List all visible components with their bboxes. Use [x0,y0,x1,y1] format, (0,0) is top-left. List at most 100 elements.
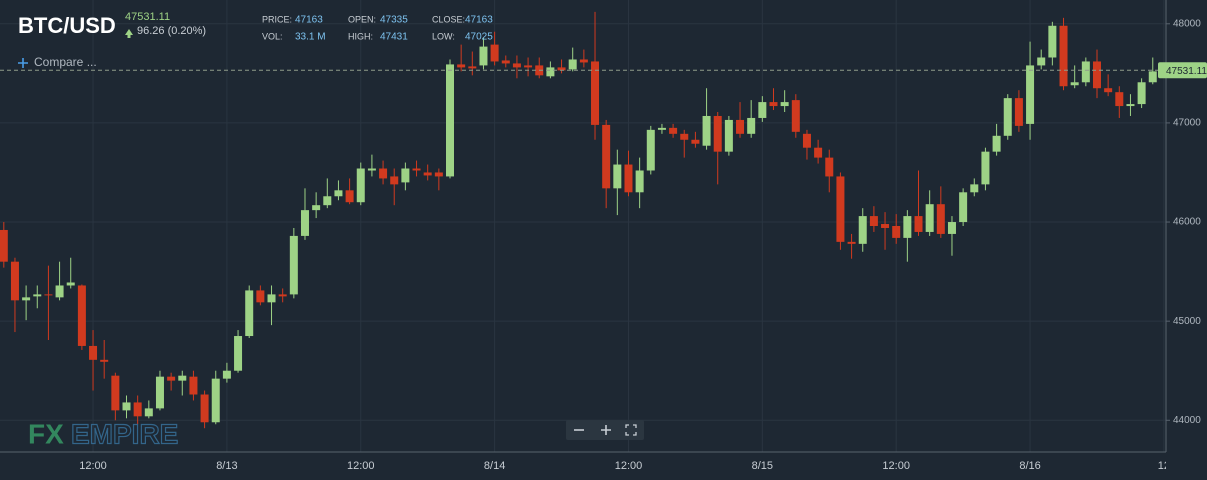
candle-body [1048,25,1057,58]
candle-body [669,127,678,134]
candle-body [1037,57,1046,66]
candle-body [379,168,388,179]
watermark-fx: FX [28,418,64,449]
candle-body [1115,92,1124,107]
candle-body [624,164,633,193]
stat-label: LOW: [432,31,455,41]
x-tick-label: 12 [1158,460,1170,472]
candle-body [680,133,689,140]
candle-body [111,375,120,411]
candle-body [434,172,443,177]
candle-body [869,216,878,226]
candle-body [0,229,8,262]
symbol: BTC/USD [18,13,116,38]
compare-label[interactable]: Compare ... [34,55,97,69]
candle-body [947,222,956,234]
candle-body [66,282,75,286]
candle-body [446,64,454,177]
candle-body [89,345,98,360]
stat-value: 33.1 M [295,32,326,43]
x-tick-label: 12:00 [79,460,107,472]
candle-body [959,192,968,223]
candle-body [591,61,600,125]
candle-body [635,170,644,193]
candle-body [646,129,655,171]
candle-body [479,46,488,66]
stat-label: VOL: [262,31,283,41]
candle-body [1059,25,1068,87]
candles [0,11,1157,429]
candle-body [981,151,990,185]
x-tick-label: 8/15 [752,460,773,472]
last-price: 47531.11 [0,62,1207,79]
x-tick-label: 8/14 [484,460,505,472]
candle-body [367,168,376,171]
stat-value: 47431 [380,32,408,43]
candle-body [814,147,823,158]
candle-body [312,205,321,211]
stat-value: 47335 [380,15,408,26]
x-tick-label: 12:00 [882,460,910,472]
last-price-label: 47531.11 [1166,66,1207,77]
candle-body [345,190,354,203]
candle-body [936,204,945,234]
candle-body [1104,88,1113,93]
candle-body [546,67,555,77]
x-tick-label: 12:00 [347,460,375,472]
candle-body [791,100,800,132]
candle-body [423,172,432,176]
candle-body [925,204,934,232]
zoom-in[interactable] [601,425,611,435]
candle-body [992,135,1001,152]
up-arrow [125,29,133,38]
compare-button[interactable]: Compare ... [18,55,97,69]
candle-body [914,216,923,232]
candle-body [747,117,756,134]
candle-body [211,378,220,423]
candle-body [724,119,733,152]
candle-body [836,176,845,242]
candle-body [780,102,789,107]
watermark: FX EMPIRE [28,418,179,450]
watermark-empire: EMPIRE [71,418,178,449]
candle-body [289,235,298,295]
candle-body [1070,82,1079,86]
header-change: 96.26 (0.20%) [137,25,206,37]
candle-body [44,294,53,296]
stat-value: 47025 [465,32,493,43]
last-price-tag [1158,62,1207,79]
candle-body [412,168,421,171]
candle-body [144,408,153,417]
candle-body [323,196,332,206]
candle-body [1003,98,1012,136]
candle-body [892,226,901,238]
candle-body [133,402,142,417]
candle-body [858,216,867,244]
candle-body [167,376,176,381]
candle-body [1092,61,1101,89]
candle-body [1126,104,1135,107]
candle-body [702,115,711,146]
candle-body [736,119,745,134]
candle-body [903,216,912,238]
y-tick-label: 46000 [1173,217,1201,228]
candle-body [267,294,276,303]
candle-body [579,59,588,63]
stat-label: PRICE: [262,14,292,24]
x-tick-label: 8/16 [1019,460,1040,472]
candle-body [512,63,521,68]
candle-body [77,285,86,346]
candle-body [189,376,198,395]
y-axis-labels: 44000 45000 46000 47000 48000 [1166,18,1201,426]
candle-body [256,290,265,303]
candle-body [200,394,209,423]
plus-icon [18,58,28,68]
candle-body [1081,61,1090,83]
fullscreen[interactable] [625,424,637,436]
candle-body [490,44,499,62]
x-tick-label: 12:00 [615,460,643,472]
candle-body [847,241,856,244]
stat-value: 47163 [295,15,323,26]
